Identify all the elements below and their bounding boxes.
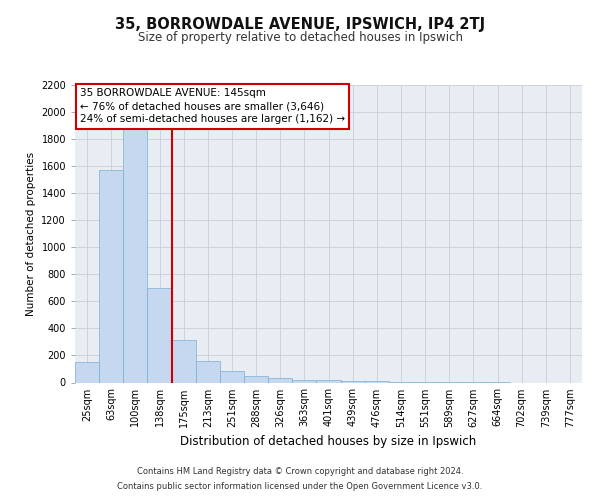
Text: Contains HM Land Registry data © Crown copyright and database right 2024.: Contains HM Land Registry data © Crown c… [137,467,463,476]
Bar [123,126,148,382]
Bar [316,380,341,382]
X-axis label: Distribution of detached houses by size in Ipswich: Distribution of detached houses by size … [181,435,476,448]
Text: Size of property relative to detached houses in Ipswich: Size of property relative to detached ho… [137,31,463,44]
Y-axis label: Number of detached properties: Number of detached properties [26,152,35,316]
Bar [196,361,220,382]
Bar [292,380,316,382]
Bar [341,381,365,382]
Bar [268,378,292,382]
Bar [75,362,99,382]
Text: 35 BORROWDALE AVENUE: 145sqm
← 76% of detached houses are smaller (3,646)
24% of: 35 BORROWDALE AVENUE: 145sqm ← 76% of de… [80,88,345,124]
Bar [220,371,244,382]
Bar [172,340,196,382]
Text: 35, BORROWDALE AVENUE, IPSWICH, IP4 2TJ: 35, BORROWDALE AVENUE, IPSWICH, IP4 2TJ [115,18,485,32]
Text: Contains public sector information licensed under the Open Government Licence v3: Contains public sector information licen… [118,482,482,491]
Bar [244,376,268,382]
Bar [148,288,172,382]
Bar [99,170,123,382]
